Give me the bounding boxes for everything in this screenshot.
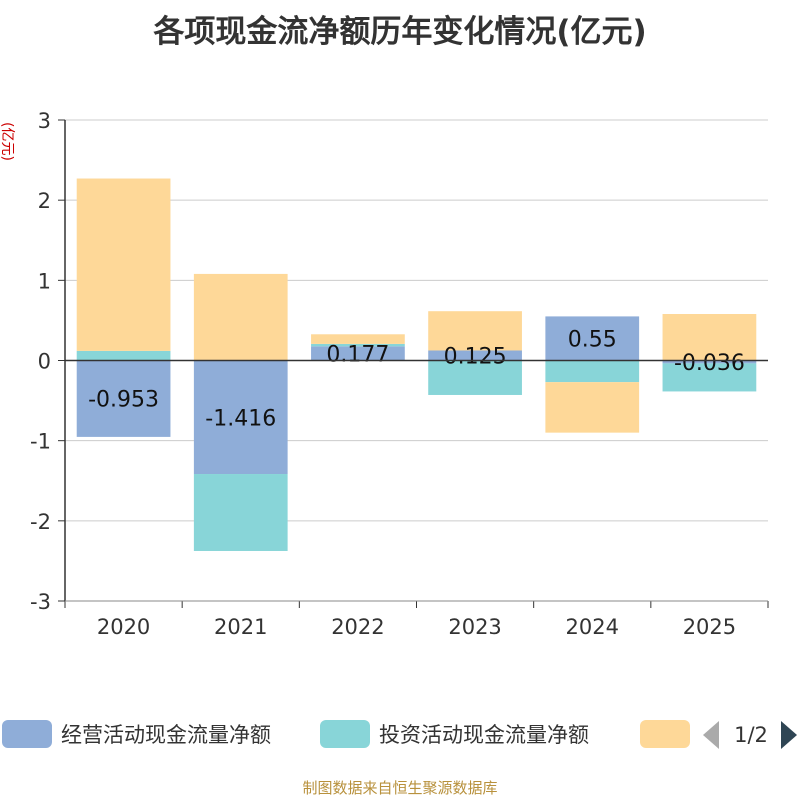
source-note: 制图数据来自恒生聚源数据库: [302, 779, 498, 797]
bar-2020-series-1: [76, 360, 171, 437]
y-tick-label: -3: [30, 590, 51, 614]
data-label: -0.036: [674, 351, 745, 376]
legend-prev-arrow-icon[interactable]: [703, 721, 719, 749]
bar-2023-series-2: [428, 360, 522, 395]
x-tick-label: 2021: [214, 615, 267, 639]
y-tick-label: 2: [38, 189, 51, 213]
bar-2023-series-1: [428, 350, 522, 361]
data-label: 0.55: [568, 327, 617, 352]
bar-2025-series-1: [662, 360, 757, 364]
bar-2020-series-2: [76, 350, 171, 361]
x-tick-label: 2025: [683, 615, 736, 639]
data-label: -1.416: [205, 406, 276, 431]
x-tick-label: 2020: [97, 615, 150, 639]
legend-label-1: 经营活动现金流量净额: [61, 723, 271, 747]
legend-label-2: 投资活动现金流量净额: [379, 723, 589, 747]
legend-swatch-3: [640, 720, 690, 748]
y-axis-label: (亿元): [0, 122, 15, 161]
axis-layer: 3 2 1 0 -1 -2 -3 2020 2021 2022 2023 2024 2025: [30, 109, 769, 639]
legend-swatch-1: [2, 720, 52, 748]
bar-2022-series-1: [311, 346, 405, 361]
chart-title: 各项现金流净额历年变化情况(亿元): [153, 14, 647, 50]
bar-2021-series-3: [193, 273, 288, 361]
x-tick-label: 2023: [448, 615, 501, 639]
bar-2021-series-1: [193, 360, 288, 475]
bar-2023-series-3: [428, 311, 522, 351]
data-label: 0.125: [444, 344, 507, 369]
data-label: 0.177: [326, 342, 389, 367]
bar-2025-series-3: [662, 314, 757, 361]
y-tick-label: 3: [38, 109, 51, 133]
bar-2024-series-3: [545, 382, 640, 433]
legend-next-arrow-icon[interactable]: [781, 721, 797, 749]
bar-2022-series-3: [311, 334, 405, 344]
bar-2024-series-2: [545, 360, 640, 383]
data-label: -0.953: [88, 388, 159, 413]
bar-2020-series-3: [76, 178, 171, 351]
bar-2024-series-1: [545, 316, 640, 361]
bar-2021-series-2: [193, 474, 288, 551]
legend-page-indicator: 1/2: [734, 723, 768, 747]
label-layer: -0.953 -1.416 0.177 0.125 0.55 -0.036: [88, 327, 745, 431]
legend: 经营活动现金流量净额 投资活动现金流量净额 1/2: [2, 720, 797, 749]
x-tick-label: 2022: [331, 615, 384, 639]
bar-2022-series-2: [311, 343, 405, 347]
bar-2025-series-2: [662, 363, 757, 392]
y-tick-label: -2: [30, 510, 51, 534]
legend-swatch-2: [320, 720, 370, 748]
y-tick-label: 1: [38, 269, 51, 293]
x-tick-label: 2024: [566, 615, 619, 639]
y-tick-label: 0: [38, 350, 51, 374]
bar-layer: [76, 178, 757, 551]
y-tick-label: -1: [30, 430, 51, 454]
